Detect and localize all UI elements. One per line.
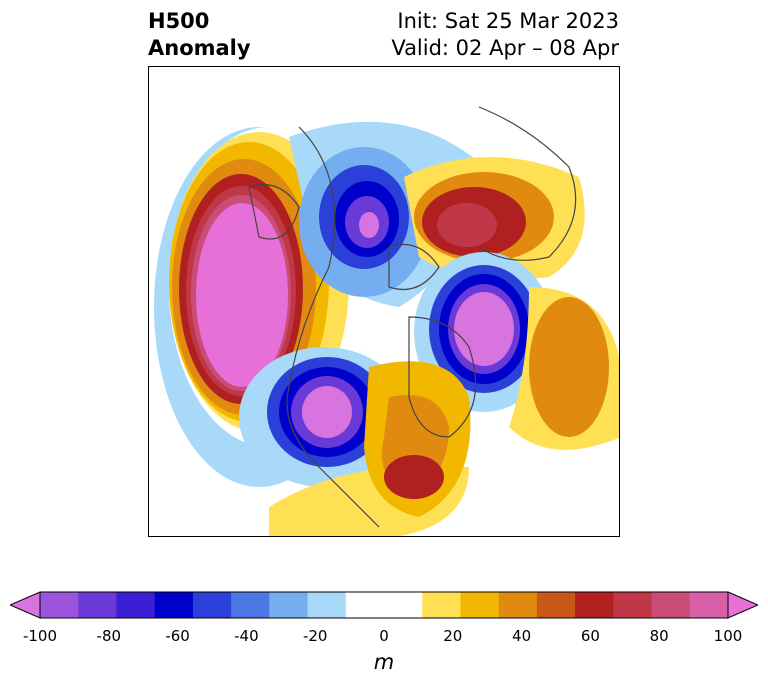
map-svg bbox=[154, 106, 619, 536]
colorbar-segment bbox=[345, 592, 385, 618]
colorbar-segment bbox=[307, 592, 347, 618]
positive-anomaly-pacific bbox=[154, 127, 369, 487]
colorbar-tick-label: -60 bbox=[165, 627, 190, 645]
colorbar-segment bbox=[384, 592, 423, 618]
title-line-2: Anomaly bbox=[148, 36, 251, 60]
positive-anomaly-siberia bbox=[404, 157, 585, 280]
colorbar-tick-label: 20 bbox=[443, 627, 463, 645]
colorbar-segment bbox=[422, 592, 461, 618]
colorbar-segment bbox=[575, 592, 614, 618]
colorbar-tick-label: -40 bbox=[234, 627, 259, 645]
colorbar bbox=[10, 591, 758, 619]
colorbar-unit: m bbox=[373, 650, 395, 674]
colorbar-tick-label: 40 bbox=[512, 627, 532, 645]
colorbar-segment bbox=[154, 592, 194, 618]
chart-title: H500 Anomaly bbox=[148, 8, 251, 62]
colorbar-segment bbox=[460, 592, 500, 618]
colorbar-segment bbox=[78, 592, 117, 618]
colorbar-segment bbox=[116, 592, 156, 618]
anomaly-map bbox=[148, 66, 620, 537]
colorbar-segment bbox=[192, 592, 232, 618]
colorbar-tick-label: 100 bbox=[713, 627, 743, 645]
colorbar-tick-label: -80 bbox=[96, 627, 122, 645]
colorbar-tick-label: -100 bbox=[22, 627, 58, 645]
colorbar-segment bbox=[613, 592, 653, 618]
colorbar-tick-label: 60 bbox=[580, 627, 600, 645]
colorbar-tick-label: 80 bbox=[649, 627, 669, 645]
colorbar-segment bbox=[40, 592, 79, 618]
colorbar-max-extend bbox=[727, 591, 758, 619]
colorbar-segment bbox=[536, 592, 576, 618]
positive-anomaly-atlantic bbox=[509, 287, 619, 450]
init-time: Init: Sat 25 Mar 2023 bbox=[397, 9, 619, 33]
run-info: Init: Sat 25 Mar 2023 Valid: 02 Apr – 08… bbox=[391, 8, 619, 62]
colorbar-segment bbox=[231, 592, 270, 618]
valid-range: Valid: 02 Apr – 08 Apr bbox=[391, 36, 619, 60]
title-line-1: H500 bbox=[148, 9, 210, 33]
colorbar-tick-label: -20 bbox=[302, 627, 328, 645]
colorbar-segment bbox=[651, 592, 691, 618]
colorbar-min-extend bbox=[10, 591, 41, 619]
colorbar-segment bbox=[689, 592, 729, 618]
colorbar-segment bbox=[269, 592, 309, 618]
positive-anomaly-eastern-us bbox=[269, 361, 471, 536]
colorbar-tick-label: 0 bbox=[379, 627, 389, 645]
coastlines bbox=[248, 106, 577, 528]
colorbar-segment bbox=[498, 592, 538, 618]
